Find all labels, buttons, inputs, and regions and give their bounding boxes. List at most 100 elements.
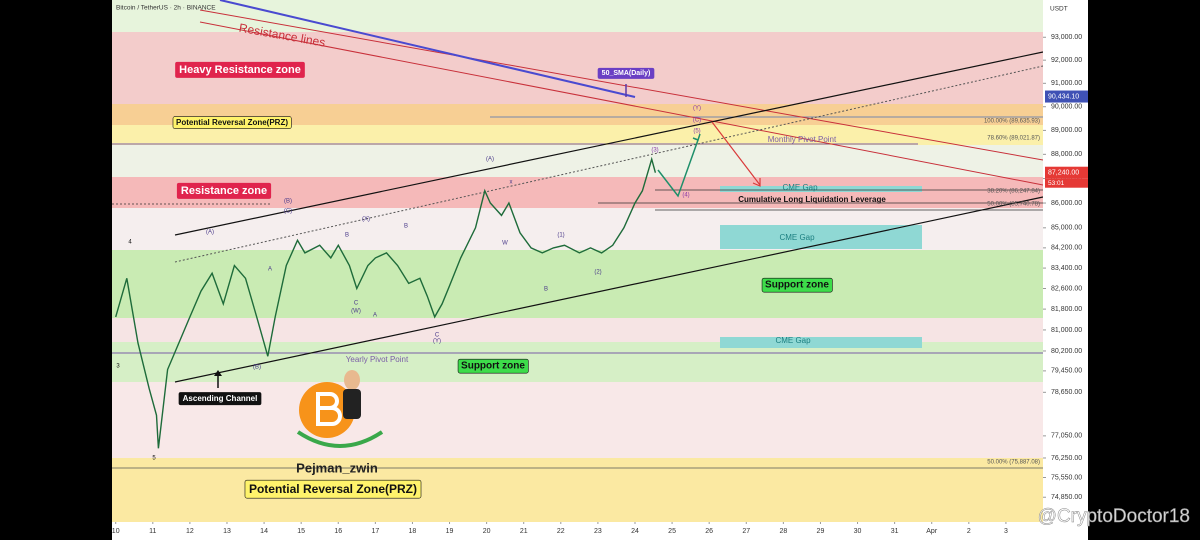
- wave-label: (Y): [433, 339, 441, 345]
- annotation-label: CME Gap: [779, 233, 815, 242]
- sma-price-label: 90,434.10: [1048, 93, 1079, 100]
- wave-label: (X): [362, 217, 370, 223]
- cme-gap: [720, 337, 922, 348]
- prz-zone: [112, 104, 1043, 125]
- x-tick-label: 27: [742, 528, 750, 535]
- y-tick-label: 78,650.00: [1051, 389, 1082, 396]
- wave-label: (3): [651, 148, 658, 154]
- wave-label: W: [502, 241, 508, 247]
- wave-label: B: [404, 224, 408, 230]
- annotation-label: CME Gap: [775, 336, 811, 345]
- annotation: Cumulative Long Liquidation Leverage: [738, 195, 886, 204]
- y-tick-label: 80,200.00: [1051, 348, 1082, 355]
- annotation-box: [176, 182, 272, 199]
- annotation-label: Pejman_zwin: [296, 460, 378, 475]
- annotation: Ascending Channel: [178, 392, 262, 406]
- x-tick-label: 12: [186, 528, 194, 535]
- watermark: @CryptoDoctor18: [1038, 506, 1190, 527]
- x-tick-label: 11: [149, 528, 156, 535]
- cme-gap: [720, 225, 922, 249]
- support-zone: [112, 250, 1043, 318]
- price-axis: [1043, 0, 1088, 540]
- wave-label: (C): [693, 118, 701, 124]
- annotation: Heavy Resistance zone: [175, 61, 305, 78]
- x-tick-label: 20: [483, 528, 491, 535]
- y-tick-label: 79,450.00: [1051, 368, 1082, 375]
- annotation: CME Gap: [782, 183, 818, 192]
- annotation-label: 100.00% (89,635.93): [984, 119, 1040, 125]
- y-tick-label: 89,000.00: [1051, 127, 1082, 134]
- x-tick-label: 28: [779, 528, 787, 535]
- annotation: Monthly Pivot Point: [768, 135, 837, 144]
- currency: USDT: [1050, 6, 1068, 13]
- time-axis: [112, 522, 1088, 540]
- annotation: Pejman_zwin: [296, 460, 378, 475]
- x-tick-label: 22: [557, 528, 565, 535]
- bitcoin-symbol: [316, 392, 342, 426]
- cme-gap: [720, 186, 922, 192]
- wave-label: (B): [284, 199, 292, 205]
- x-tick-label: 3: [1004, 528, 1008, 535]
- annotation: Resistance zone: [176, 182, 272, 199]
- annotation-label: 38.20% (86,247.84): [987, 189, 1040, 195]
- annotation-label: Heavy Resistance zone: [179, 64, 301, 76]
- annotation-label: Monthly Pivot Point: [768, 135, 837, 144]
- last-price-label: 87,240.00: [1048, 170, 1079, 177]
- last-price: [1045, 166, 1088, 179]
- x-tick-label: 2: [967, 528, 971, 535]
- y-tick-label: 83,400.00: [1051, 265, 1082, 272]
- x-tick-label: 13: [223, 528, 231, 535]
- annotation: CME Gap: [779, 233, 815, 242]
- zone: [112, 382, 1043, 458]
- y-tick-label: 93,000.00: [1051, 34, 1082, 41]
- annotation: Support zone: [761, 277, 833, 293]
- annotation: 38.20% (86,247.84): [987, 189, 1040, 195]
- x-tick-label: 19: [446, 528, 454, 535]
- annotation: CME Gap: [775, 336, 811, 345]
- annotation-box: [172, 116, 292, 129]
- channel-mid: [174, 65, 1044, 263]
- pointer: [214, 370, 222, 376]
- annotation: Yearly Pivot Point: [346, 355, 409, 364]
- x-tick-label: Apr: [926, 528, 938, 535]
- logo: [296, 370, 384, 448]
- x-tick-label: 18: [409, 528, 417, 535]
- y-tick-label: 76,250.00: [1051, 455, 1082, 462]
- wave-label: (C): [284, 209, 292, 215]
- y-tick-label: 86,000.00: [1051, 200, 1082, 207]
- wave-label: (A): [206, 230, 214, 236]
- y-tick-label: 82,600.00: [1051, 285, 1082, 292]
- projection: [711, 121, 761, 186]
- annotation-label: Yearly Pivot Point: [346, 355, 409, 364]
- x-tick-label: 29: [817, 528, 825, 535]
- wave-label: C: [354, 301, 359, 307]
- y-tick-label: 90,000.00: [1051, 104, 1082, 111]
- x-tick-label: 30: [854, 528, 862, 535]
- wave-label: C: [435, 333, 440, 339]
- x-tick-label: 14: [260, 528, 268, 535]
- countdown-bg: [1045, 178, 1088, 188]
- sma-price: [1045, 90, 1088, 103]
- wave-label: B: [345, 233, 349, 239]
- annotation-box: [244, 479, 422, 499]
- wave-label: (1): [557, 233, 564, 239]
- channel-bottom: [174, 196, 1044, 383]
- y-tick-label: 75,550.00: [1051, 474, 1082, 481]
- x-tick-label: 16: [334, 528, 342, 535]
- wave-label: (4): [682, 193, 689, 199]
- zones: [112, 0, 1043, 522]
- x-tick-label: 31: [891, 528, 899, 535]
- wave-label: (Y): [693, 106, 701, 112]
- annotation: 50.00% (85,740.78): [987, 202, 1040, 208]
- zone: [112, 0, 1043, 32]
- y-tick-label: 88,000.00: [1051, 151, 1082, 158]
- annotation-label: Resistance zone: [181, 185, 267, 197]
- annotation: 78.60% (89,021.87): [987, 136, 1040, 142]
- annotation: Support zone: [457, 358, 529, 374]
- annotation-label: 78.60% (89,021.87): [987, 136, 1040, 142]
- avatar-head: [344, 370, 360, 390]
- x-tick-label: 15: [297, 528, 305, 535]
- countdown: 53:01: [1048, 180, 1065, 187]
- wave-label: x: [510, 180, 513, 186]
